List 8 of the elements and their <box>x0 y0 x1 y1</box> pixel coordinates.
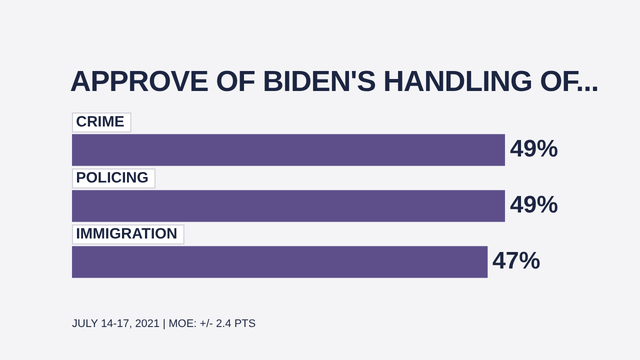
y-tick-label: POLICING <box>76 170 149 187</box>
data-label: 49% <box>510 136 558 163</box>
y-tick-label: IMMIGRATION <box>76 226 178 243</box>
data-label: 47% <box>492 248 540 275</box>
data-label: 49% <box>510 192 558 219</box>
text: JULY 14-17, 2021 | MOE: +/- 2.4 PTS <box>72 318 256 330</box>
y-tick-label: CRIME <box>76 114 124 131</box>
chart-title: APPROVE OF BIDEN'S HANDLING OF... <box>70 66 599 99</box>
